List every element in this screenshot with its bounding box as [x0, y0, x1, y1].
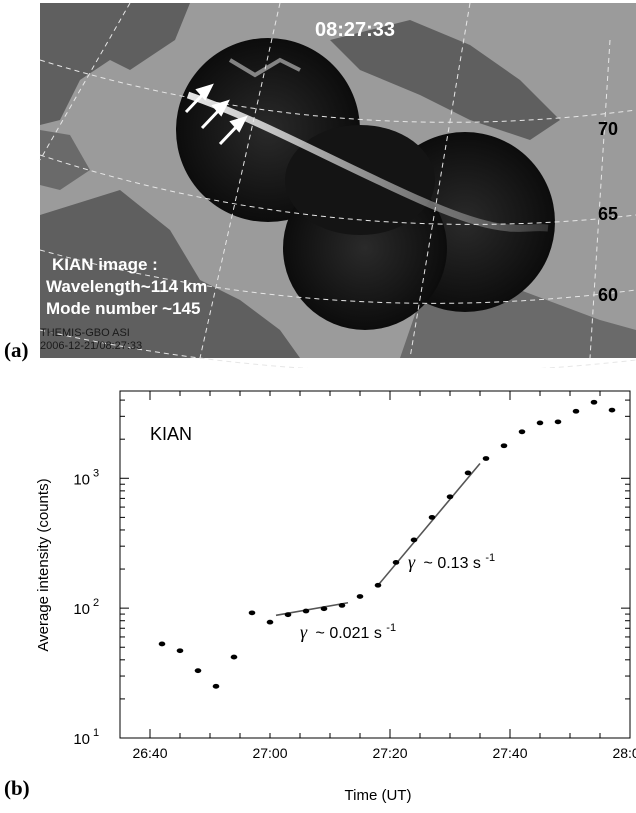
data-point: [158, 641, 166, 647]
arrow-2-head: [211, 99, 230, 117]
data-point: [356, 594, 364, 599]
ocean-bay: [330, 20, 560, 140]
latitude-label-60: 60: [598, 285, 618, 305]
data-point: [302, 608, 310, 614]
y-tick-exponent: 2: [93, 597, 99, 609]
x-tick-label: 28:00: [612, 745, 636, 761]
data-point: [446, 494, 454, 500]
data-point: [500, 443, 508, 449]
x-axis-label: Time (UT): [345, 787, 412, 804]
y-tick-exponent: 1: [93, 727, 99, 739]
fast-fit-exp: -1: [485, 552, 495, 564]
panel-a: 08:27:33 70 65 60 KIAN image : Wavelengt…: [0, 0, 636, 373]
arrow-1-head: [195, 83, 214, 101]
data-point: [518, 429, 526, 435]
data-point: [374, 582, 382, 588]
y-tick-label: 10: [73, 731, 90, 748]
y-tick-base: 10: [73, 731, 90, 748]
data-point: [392, 560, 400, 565]
data-point: [248, 610, 256, 616]
data-points: [158, 399, 616, 689]
slow-fit-symbol: γ: [300, 622, 308, 642]
fast-fit-symbol: γ: [408, 552, 416, 572]
latitude-label-65: 65: [598, 204, 618, 224]
data-point: [194, 668, 202, 674]
caption-line-2: Wavelength~114 km: [46, 277, 207, 296]
data-point: [482, 456, 490, 461]
axis-ticks: [119, 391, 631, 739]
ocean-southwest: [40, 190, 300, 358]
x-tick-label: 27:20: [372, 745, 407, 761]
latitude-label-70: 70: [598, 119, 618, 139]
data-point: [554, 419, 562, 425]
data-point: [338, 602, 346, 608]
arc-bright-patch: [228, 57, 301, 78]
data-point: [608, 407, 616, 413]
data-point: [212, 683, 220, 689]
fit-line-2: [377, 462, 481, 586]
data-point: [428, 514, 436, 520]
imager-map: 08:27:33 70 65 60 KIAN image : Wavelengt…: [39, 2, 636, 373]
data-point: [230, 654, 238, 660]
y-tick-label: 10: [73, 601, 90, 618]
data-point: [572, 408, 580, 414]
slow-fit-label: γ ~ 0.021 s -1: [300, 622, 396, 642]
caption-line-1: KIAN image :: [52, 255, 158, 274]
fit-lines: [275, 462, 481, 617]
x-tick-label: 27:00: [252, 745, 287, 761]
data-point: [536, 420, 544, 426]
time-label: 08:27:33: [315, 19, 395, 41]
data-point: [410, 537, 418, 543]
y-tick-base: 10: [73, 601, 90, 618]
data-point: [284, 612, 292, 618]
ocean-west: [40, 130, 90, 190]
data-point: [176, 648, 184, 654]
x-tick-labels: 26:40 27:00 27:20 27:40 28:00: [132, 745, 636, 761]
fast-fit-label: γ ~ 0.13 s -1: [408, 552, 495, 572]
y-tick-exponent: 3: [93, 467, 99, 479]
station-label: KIAN: [150, 424, 192, 444]
fast-fit-text: ~ 0.13 s: [424, 555, 481, 572]
data-point: [320, 606, 328, 612]
panel-a-label: (a): [4, 338, 29, 362]
stamp-line-1: THEMIS-GBO ASI: [40, 327, 130, 339]
y-tick-base: 10: [73, 471, 90, 488]
x-tick-label: 26:40: [132, 745, 167, 761]
y-tick-label: 10: [73, 471, 90, 488]
slow-fit-exp: -1: [386, 622, 396, 634]
ocean-northwest: [40, 3, 190, 125]
x-tick-label: 27:40: [492, 745, 527, 761]
stamp-line-2: 2006-12-21/08:27:33: [40, 340, 142, 352]
data-point: [464, 470, 472, 476]
data-point: [590, 399, 598, 405]
panel-b-label: (b): [4, 776, 30, 800]
imager-fov-middle: [285, 125, 435, 235]
slow-fit-text: ~ 0.021 s: [316, 625, 382, 642]
plot-frame: [119, 390, 631, 739]
auroral-arc: [186, 91, 549, 232]
caption-line-3: Mode number ~145: [46, 299, 200, 318]
arrows-group: [184, 83, 248, 146]
arrow-3-head: [229, 115, 248, 133]
y-axis-label: Average intensity (counts): [35, 478, 52, 651]
data-point: [266, 619, 274, 625]
